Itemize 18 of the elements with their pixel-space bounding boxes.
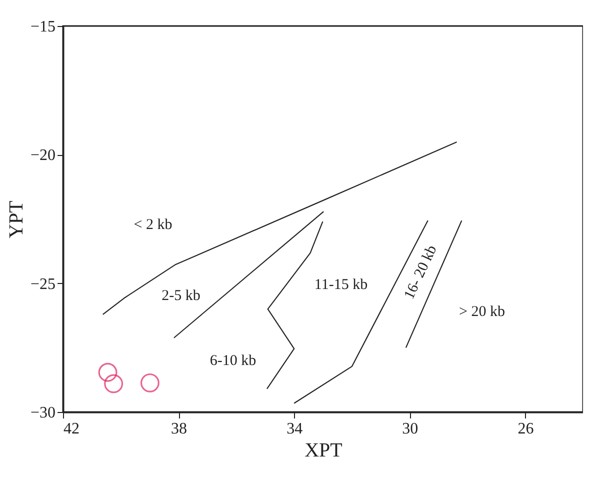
y-tick-label: −30 (30, 404, 56, 422)
x-tick-label: 30 (402, 420, 418, 438)
y-tick-label: −15 (30, 18, 56, 36)
annotation: 16- 20 kb (402, 242, 440, 302)
x-tick-label: 26 (518, 420, 534, 438)
annotation: 2-5 kb (162, 288, 200, 304)
y-tick-label: −20 (30, 147, 56, 164)
x-tick-label: 38 (171, 420, 188, 438)
line-series (102, 142, 458, 316)
annotation: 6-10 kb (210, 353, 256, 369)
x-tick-label: 42 (64, 420, 80, 438)
y-tick-label: −25 (30, 276, 56, 293)
annotation: < 2 kb (134, 217, 172, 233)
x-tick-label: 34 (286, 420, 303, 438)
annotation: 11-15 kb (314, 277, 368, 293)
annotation: > 20 kb (459, 304, 505, 320)
x-axis-title: XPT (304, 440, 342, 462)
y-axis-title: YPT (5, 200, 28, 238)
